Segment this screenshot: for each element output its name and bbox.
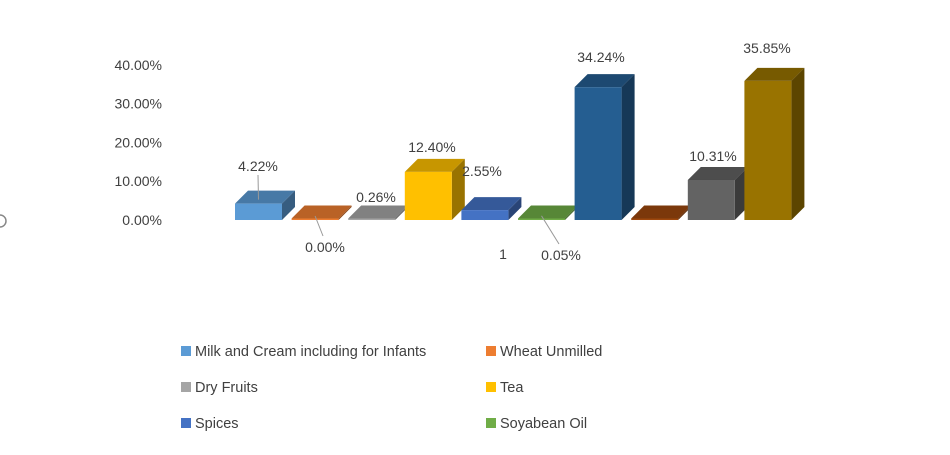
legend-item[interactable]: Soyabean Oil (486, 416, 587, 432)
legend-label: Spices (195, 416, 239, 432)
legend-label: Milk and Cream including for Infants (195, 344, 426, 360)
bar-top (291, 205, 352, 219)
bar-2[interactable] (348, 205, 409, 221)
bar-9[interactable] (744, 67, 805, 220)
legend-label: Dry Fruits (195, 380, 258, 396)
bar-top (404, 158, 465, 172)
bar-8[interactable] (687, 166, 748, 220)
bar-front (348, 218, 396, 220)
bar-front (631, 218, 679, 220)
data-label: 35.85% (743, 40, 790, 56)
leader-line (541, 215, 560, 245)
category-label: 1 (499, 246, 507, 262)
bar-side (338, 205, 352, 220)
bar-top (461, 197, 522, 211)
bar-front (744, 80, 792, 220)
bar-top (744, 67, 805, 81)
legend-swatch (486, 382, 496, 392)
bar-side (508, 197, 522, 220)
partial-circle-marker (0, 214, 7, 228)
bar-top (235, 190, 295, 204)
bar-side (282, 190, 295, 220)
bar-3[interactable] (404, 158, 465, 220)
data-label: 34.24% (577, 49, 624, 65)
bar-5[interactable] (518, 205, 578, 221)
bar-side (621, 74, 635, 220)
data-label: 0.05% (541, 247, 581, 263)
legend-swatch (181, 346, 191, 356)
bar-top (631, 205, 692, 219)
bar-front (461, 210, 509, 220)
legend-item[interactable]: Tea (486, 380, 524, 396)
bar-front (574, 87, 622, 220)
leader-line (314, 215, 324, 237)
legend-swatch (181, 382, 191, 392)
y-tick-label: 20.00% (115, 134, 162, 150)
legend-label: Wheat Unmilled (500, 344, 602, 360)
leader-line (257, 174, 259, 200)
legend-swatch (486, 346, 496, 356)
bar-6[interactable] (574, 74, 635, 220)
bar-front (235, 203, 282, 220)
data-label: 4.22% (238, 158, 278, 174)
legend-item[interactable]: Spices (181, 416, 239, 432)
data-label: 2.55% (462, 163, 502, 179)
bar-top (574, 74, 635, 88)
bar-front (291, 218, 339, 220)
bar-top (348, 205, 409, 219)
bar-4[interactable] (461, 197, 522, 220)
data-label: 0.00% (305, 239, 345, 255)
legend-item[interactable]: Wheat Unmilled (486, 344, 602, 360)
bar-0[interactable] (235, 190, 295, 220)
bar-front (518, 218, 565, 220)
bar-front (687, 179, 735, 220)
bar-top (518, 205, 578, 219)
legend-swatch (181, 418, 191, 428)
data-label: 0.26% (356, 189, 396, 205)
data-label: 10.31% (689, 148, 736, 164)
bar-1[interactable] (291, 205, 352, 221)
bar-top (687, 166, 748, 180)
legend-item[interactable]: Milk and Cream including for Infants (181, 344, 426, 360)
bar-front (404, 171, 452, 220)
legend-item[interactable]: Dry Fruits (181, 380, 258, 396)
y-tick-label: 0.00% (122, 212, 162, 228)
y-tick-label: 10.00% (115, 173, 162, 189)
legend-label: Tea (500, 380, 524, 396)
bar-side (791, 67, 805, 220)
y-tick-label: 40.00% (115, 57, 162, 73)
legend-swatch (486, 418, 496, 428)
legend-label: Soyabean Oil (500, 416, 587, 432)
bar-side (451, 158, 465, 220)
y-tick-label: 30.00% (115, 96, 162, 112)
bar-7[interactable] (631, 205, 692, 221)
data-label: 12.40% (408, 139, 455, 155)
